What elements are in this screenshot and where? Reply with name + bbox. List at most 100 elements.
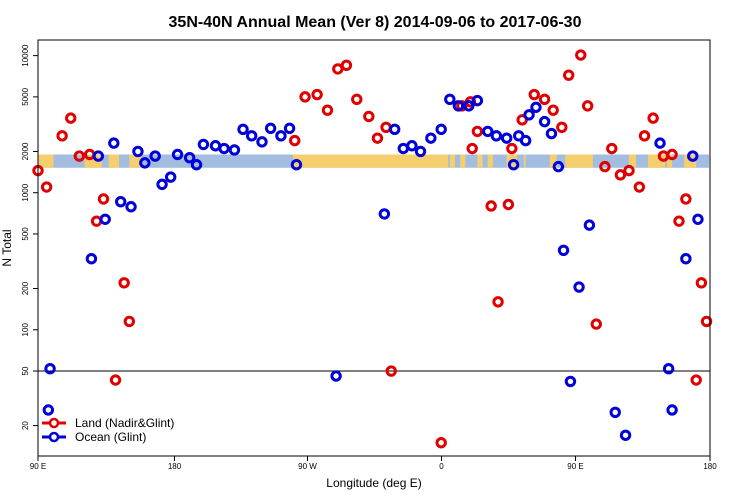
- y-tick-label: 20: [21, 421, 30, 430]
- ocean-point: [245, 130, 258, 142]
- ocean-point: [132, 145, 144, 158]
- ocean-point: [164, 171, 177, 183]
- land-point: [340, 59, 353, 71]
- legend-land-marker: [48, 417, 60, 429]
- land-point: [538, 93, 551, 106]
- land-point: [556, 121, 568, 133]
- ocean-point: [609, 406, 621, 419]
- ocean-point: [256, 136, 268, 148]
- ocean-point: [92, 150, 105, 162]
- ocean-point: [388, 123, 401, 136]
- ocean-point: [530, 101, 542, 113]
- land-band-segment: [129, 154, 142, 168]
- land-band-segment: [565, 154, 593, 168]
- land-band-segment: [477, 154, 483, 168]
- land-band-segment: [108, 154, 119, 168]
- y-tick-label: 2000: [21, 142, 30, 160]
- y-tick-label: 50: [21, 366, 30, 375]
- land-point: [73, 150, 86, 162]
- x-axis: 90 E 180 90 W 0 90 E 180: [30, 456, 717, 471]
- ocean-point: [654, 137, 666, 149]
- ocean-point: [406, 140, 418, 152]
- ocean-point: [237, 123, 249, 136]
- ocean-point: [557, 244, 570, 257]
- ocean-point: [183, 152, 196, 164]
- land-point: [599, 160, 611, 173]
- y-tick-label: 1000: [21, 183, 30, 201]
- land-point: [351, 93, 363, 106]
- ocean-point: [666, 404, 678, 416]
- y-axis: 20 50 100 200 500 1000 2000 5000 10000: [21, 44, 38, 430]
- land-point: [638, 130, 651, 142]
- land-point: [385, 365, 397, 377]
- ocean-point: [290, 159, 303, 171]
- ocean-point: [619, 429, 632, 441]
- ocean-point: [171, 148, 184, 161]
- y-tick-label: 5000: [21, 87, 30, 105]
- ocean-point: [264, 122, 277, 134]
- surface-band: [38, 154, 709, 168]
- land-point: [700, 315, 713, 328]
- x-tick-label: 0: [439, 462, 444, 471]
- ocean-point: [519, 134, 532, 147]
- legend-ocean-label: Ocean (Glint): [75, 430, 146, 444]
- ocean-point: [99, 213, 111, 225]
- land-band-segment: [666, 154, 673, 168]
- land-band-segment: [549, 154, 557, 168]
- ocean-point: [149, 150, 161, 162]
- ocean-point: [125, 201, 137, 213]
- land-point: [680, 193, 692, 205]
- land-band-segment: [449, 154, 455, 168]
- land-point: [466, 142, 478, 155]
- ocean-point: [687, 150, 699, 162]
- land-point: [56, 130, 68, 142]
- ocean-point: [500, 132, 513, 144]
- ocean-point: [452, 100, 465, 112]
- land-point: [311, 88, 323, 101]
- land-point: [471, 125, 484, 138]
- ocean-point: [44, 363, 56, 375]
- land-point: [563, 69, 575, 81]
- land-point: [614, 169, 627, 181]
- ocean-point: [197, 138, 210, 151]
- land-point: [123, 315, 136, 328]
- ocean-point: [42, 404, 55, 416]
- data-points: [32, 49, 713, 449]
- chart-title: 35N-40N Annual Mean (Ver 8) 2014-09-06 t…: [169, 14, 582, 31]
- land-point: [502, 198, 515, 211]
- land-point: [371, 132, 384, 144]
- ocean-point: [414, 145, 427, 158]
- land-band-segment: [629, 154, 636, 168]
- ocean-point: [156, 178, 168, 191]
- legend: Land (Nadir&Glint) Ocean (Glint): [42, 416, 174, 444]
- ocean-point: [573, 281, 585, 293]
- ocean-point: [507, 159, 520, 171]
- y-tick-label: 100: [21, 323, 30, 337]
- land-point: [321, 104, 334, 116]
- x-tick-label: 90 W: [298, 462, 317, 471]
- y-tick-label: 200: [21, 281, 30, 295]
- land-band-segment: [38, 154, 54, 168]
- x-tick-label: 90 E: [30, 462, 46, 471]
- ocean-point: [218, 142, 230, 155]
- land-point: [673, 215, 685, 227]
- land-point: [666, 148, 678, 161]
- land-point: [633, 181, 646, 193]
- ocean-point: [482, 125, 494, 138]
- ocean-point: [692, 213, 704, 225]
- ocean-point: [523, 109, 535, 121]
- plot-frame: [37, 39, 711, 457]
- ocean-point: [471, 94, 484, 107]
- land-point: [97, 193, 110, 205]
- ocean-point: [378, 208, 391, 220]
- land-point: [647, 112, 659, 124]
- land-band-segment: [460, 154, 466, 168]
- ocean-point: [435, 123, 447, 136]
- ocean-point: [228, 144, 241, 156]
- land-point: [581, 100, 594, 112]
- ocean-point: [444, 93, 456, 106]
- ocean-point: [190, 159, 203, 171]
- ocean-point: [564, 375, 577, 388]
